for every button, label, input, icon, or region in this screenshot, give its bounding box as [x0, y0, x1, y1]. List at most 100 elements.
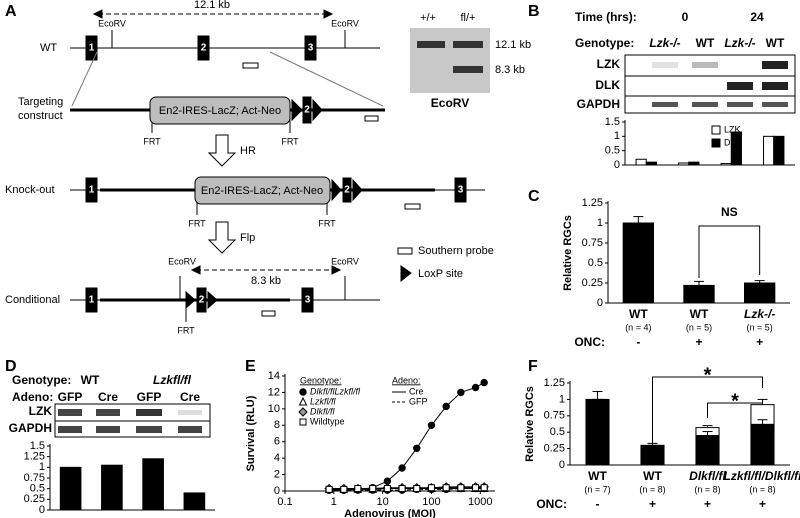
y-tick-label: 1.25: [582, 197, 603, 209]
gene-map-rect: [149, 96, 291, 125]
bar: [763, 135, 775, 166]
blot-rect: [96, 426, 120, 433]
marker: [383, 485, 391, 493]
label: FRT: [281, 136, 299, 146]
bar: [750, 423, 775, 466]
legend-title: Genotype:: [300, 375, 342, 385]
gene-map-polygon: [331, 178, 342, 202]
bracket: [698, 225, 761, 278]
gene-map-rect: [261, 310, 276, 317]
exon-label: 3: [305, 295, 311, 306]
y-tick-label: 1: [559, 393, 565, 405]
gene-map-rect: [85, 177, 98, 203]
legend-swatch: [711, 138, 721, 148]
bar: [730, 131, 742, 166]
label: LZK: [597, 57, 621, 71]
gene-map-polygon: [331, 265, 342, 275]
label: En2-IRES-LacZ; Act-Neo: [159, 105, 281, 117]
y-tick-label: 1: [39, 461, 45, 473]
exon-label: 2: [304, 105, 310, 116]
marker: [442, 484, 450, 492]
legend-label: GFP: [409, 396, 428, 406]
bar: [635, 158, 647, 166]
label: Conditional: [5, 294, 60, 306]
blot-rect: [96, 409, 120, 416]
y-tick-label: 0: [614, 159, 620, 171]
y-tick-label: 0: [559, 459, 565, 471]
marker: [398, 464, 406, 472]
legend-label: Southern probe: [418, 245, 494, 257]
marker: [480, 484, 488, 492]
bar: [142, 458, 164, 511]
y-tick-label: 1: [597, 217, 603, 229]
gene-map-rect: [304, 35, 317, 61]
label: EcoRV: [98, 18, 126, 28]
gene-map: [70, 9, 485, 322]
label: WT: [40, 42, 57, 54]
gene-map-rect: [342, 177, 352, 203]
blot-rect: [417, 41, 445, 48]
condition: +: [756, 335, 763, 349]
label: 8.3 kb: [251, 275, 281, 287]
panel-label: B: [528, 3, 540, 20]
blot-rect: [58, 426, 82, 433]
y-tick-label: 0.75: [24, 472, 45, 484]
gene-map-polygon: [92, 9, 103, 19]
blot-rect: [652, 62, 678, 68]
gene-map-rect: [242, 62, 259, 69]
label: construct: [18, 110, 63, 122]
marker: [442, 402, 450, 411]
blot-rect: [136, 426, 162, 433]
blot-rect: [692, 62, 718, 68]
exon-label: 3: [458, 185, 464, 196]
marker: [457, 484, 465, 492]
label: EcoRV: [431, 96, 469, 110]
y-tick-label: 0.5: [605, 145, 620, 157]
label: FRT: [143, 136, 161, 146]
blot-rect: [762, 82, 788, 90]
x-tick-label: WT: [643, 469, 662, 483]
gene-map-rect: [454, 177, 467, 203]
gene-map-polygon: [291, 98, 303, 122]
gene-map-rect: [85, 287, 98, 313]
label: 12.1 kb: [495, 39, 531, 51]
blot-rect: [178, 426, 202, 433]
gene-map-polygon: [312, 98, 323, 122]
condition: +: [759, 497, 766, 511]
y-tick-label: 0.75: [544, 410, 565, 422]
condition: +: [649, 497, 656, 511]
n-label: (n = 5): [686, 322, 712, 332]
exon-label: 1: [89, 295, 95, 306]
label: En2-IRES-LacZ; Act-Neo: [201, 185, 323, 197]
n-label: (n = 8): [694, 484, 720, 494]
marker: [299, 418, 307, 426]
bar: [645, 161, 657, 166]
condition-label: ONC:: [536, 497, 567, 511]
legend-label: Wildtype: [310, 416, 345, 426]
x-tick-label: Lzk-/-: [744, 307, 775, 321]
gene-map-polygon: [400, 265, 412, 283]
label: Lzkfl/fl: [153, 373, 192, 387]
label: Lzk-/-: [724, 36, 755, 50]
gene-map-rect: [302, 96, 312, 124]
gene-map-polygon: [207, 221, 237, 254]
x-tick-label: 10: [377, 496, 389, 508]
label: GAPDH: [577, 97, 620, 111]
bar: [720, 163, 732, 166]
blot-rect: [453, 41, 483, 48]
label: WT: [696, 36, 715, 50]
gene-map-line: [71, 51, 98, 107]
label: FRT: [318, 218, 336, 228]
gene-map-rect: [194, 176, 331, 205]
y-tick-label: 14: [268, 370, 280, 382]
marker: [340, 485, 348, 493]
bar: [640, 444, 665, 466]
y-tick-label: 1.5: [605, 116, 620, 128]
y-tick-label: 1.5: [30, 440, 45, 452]
y-tick-label: 0.5: [550, 426, 565, 438]
bar: [773, 135, 785, 166]
marker: [298, 407, 308, 417]
gene-map-rect: [196, 287, 207, 313]
y-tick-label: 0.25: [544, 443, 565, 455]
